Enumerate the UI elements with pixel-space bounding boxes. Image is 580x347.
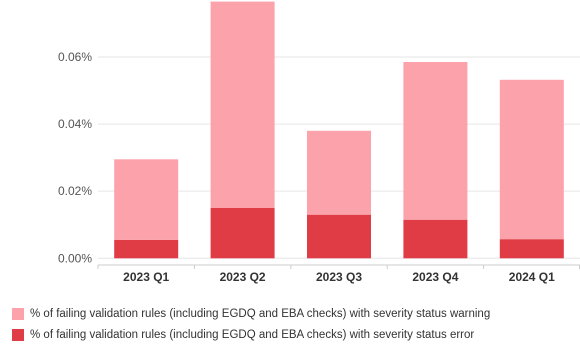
- legend-label-warning: % of failing validation rules (including…: [30, 308, 491, 320]
- bar-segment-warning: [114, 159, 179, 240]
- bar-segment-warning: [499, 79, 564, 240]
- bar-segment-error: [499, 239, 564, 259]
- x-tick-label: 2024 Q1: [509, 270, 555, 284]
- legend-swatch-warning: [12, 308, 24, 320]
- bar-segment-error: [307, 214, 371, 259]
- y-tick-label: 0.04%: [58, 117, 92, 131]
- legend-item-error: % of failing validation rules (including…: [12, 326, 577, 344]
- bar-segment-error: [403, 219, 468, 259]
- legend-item-warning: % of failing validation rules (including…: [12, 305, 577, 323]
- y-tick-label: 0.00%: [58, 251, 92, 265]
- bar-segment-warning: [210, 1, 275, 208]
- y-tick-label: 0.06%: [58, 50, 92, 64]
- legend-swatch-error: [12, 329, 24, 341]
- x-tick-label: 2023 Q1: [123, 270, 169, 284]
- bar-segment-warning: [307, 130, 371, 215]
- bar-segment-error: [114, 239, 179, 259]
- legend: % of failing validation rules (including…: [12, 305, 577, 347]
- x-tick-label: 2023 Q2: [220, 270, 266, 284]
- legend-label-error: % of failing validation rules (including…: [30, 329, 475, 341]
- x-tick-label: 2023 Q4: [412, 270, 458, 284]
- bar-segment-warning: [403, 62, 468, 220]
- bar-segment-error: [210, 207, 275, 259]
- stacked-bar-chart: 0.00% 0.02% 0.04% 0.06% 2023 Q1 2023 Q2 2023 Q…: [58, 1, 580, 284]
- x-tick-label: 2023 Q3: [316, 270, 362, 284]
- y-tick-label: 0.02%: [58, 184, 92, 198]
